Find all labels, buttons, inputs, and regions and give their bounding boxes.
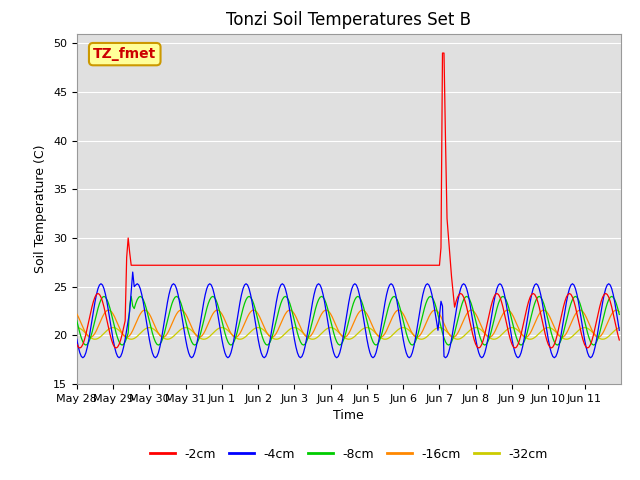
Title: Tonzi Soil Temperatures Set B: Tonzi Soil Temperatures Set B bbox=[227, 11, 471, 29]
X-axis label: Time: Time bbox=[333, 409, 364, 422]
Y-axis label: Soil Temperature (C): Soil Temperature (C) bbox=[35, 144, 47, 273]
Text: TZ_fmet: TZ_fmet bbox=[93, 47, 156, 61]
Legend: -2cm, -4cm, -8cm, -16cm, -32cm: -2cm, -4cm, -8cm, -16cm, -32cm bbox=[145, 443, 553, 466]
